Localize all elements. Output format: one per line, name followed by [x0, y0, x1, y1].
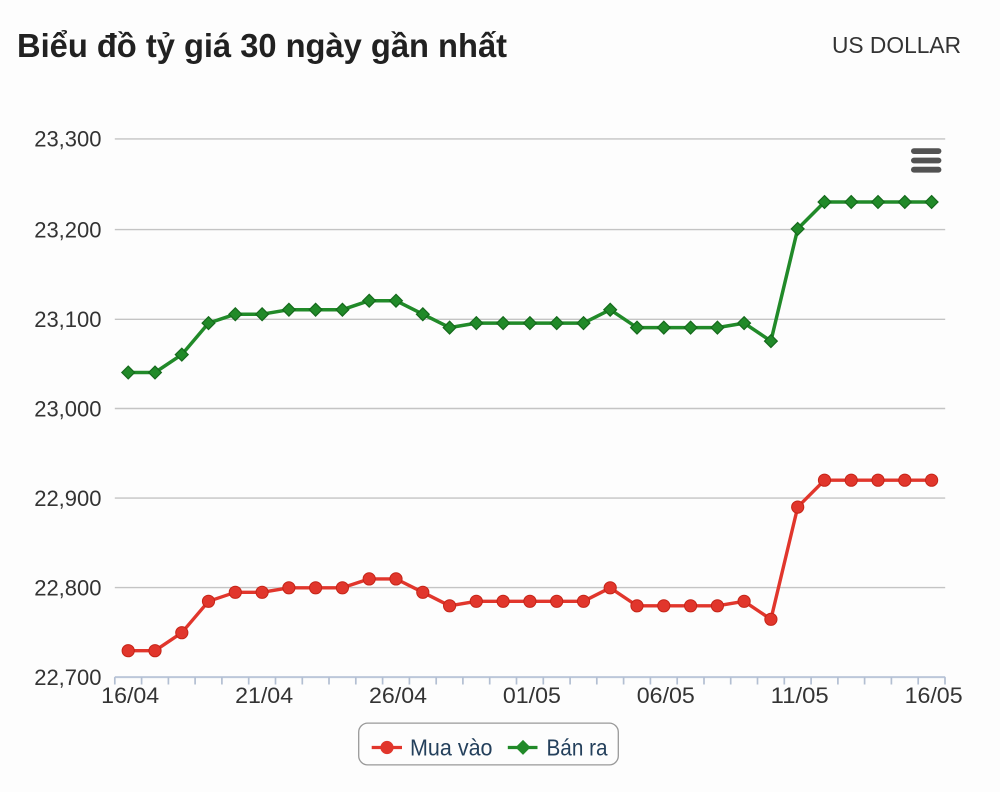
svg-text:23,300: 23,300: [34, 127, 101, 152]
svg-text:Mua vào: Mua vào: [410, 735, 493, 761]
svg-text:06/05: 06/05: [637, 683, 695, 708]
svg-text:21/04: 21/04: [235, 683, 293, 708]
svg-text:01/05: 01/05: [503, 683, 561, 708]
svg-text:22,700: 22,700: [34, 665, 101, 690]
svg-text:22,800: 22,800: [34, 575, 101, 600]
svg-text:11/05: 11/05: [771, 683, 829, 708]
svg-text:Biểu đồ tỷ giá 30 ngày gần nhấ: Biểu đồ tỷ giá 30 ngày gần nhất: [17, 27, 507, 64]
svg-text:Bán ra: Bán ra: [547, 735, 609, 761]
svg-text:23,000: 23,000: [34, 396, 101, 421]
svg-text:23,200: 23,200: [34, 217, 101, 242]
svg-text:22,900: 22,900: [34, 486, 101, 511]
svg-text:US DOLLAR: US DOLLAR: [832, 32, 961, 58]
svg-text:26/04: 26/04: [369, 683, 427, 708]
svg-text:16/05: 16/05: [905, 683, 963, 708]
svg-text:23,100: 23,100: [34, 307, 101, 332]
svg-text:16/04: 16/04: [101, 683, 159, 708]
